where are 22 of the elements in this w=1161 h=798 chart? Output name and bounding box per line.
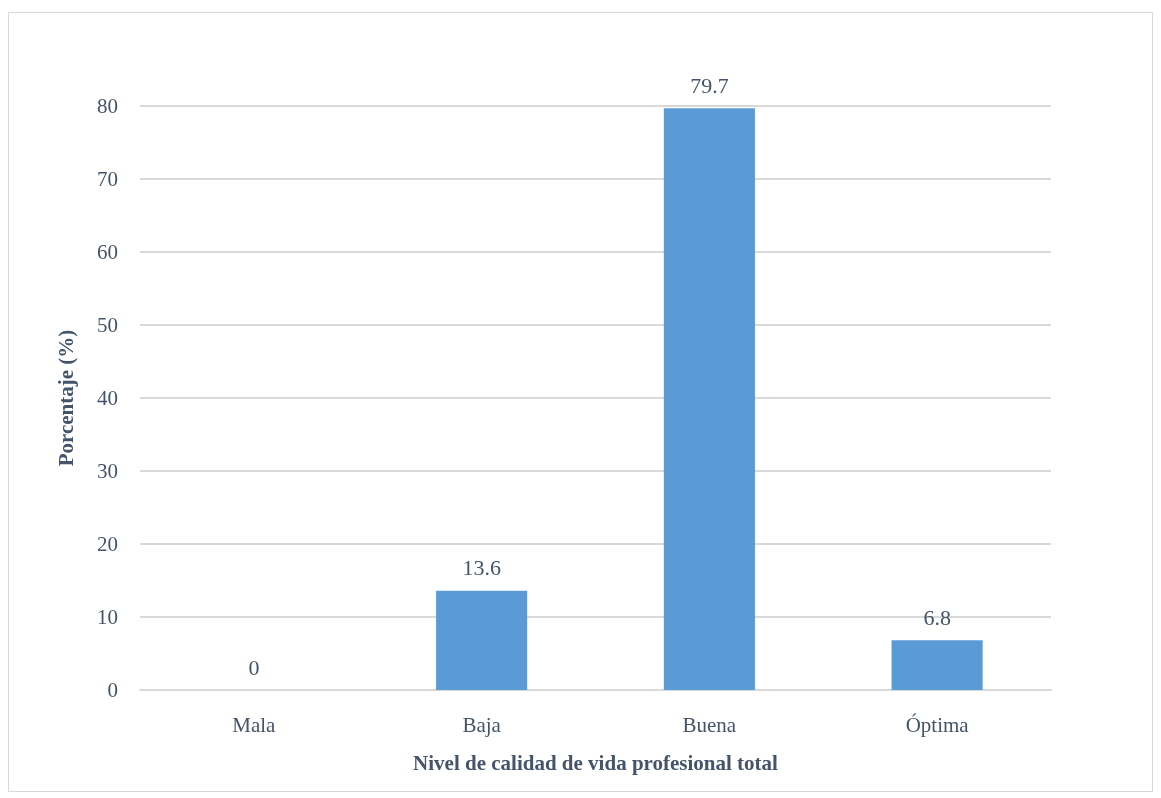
x-tick-label: Buena	[682, 712, 737, 737]
bar	[436, 590, 528, 690]
x-tick-label: Óptima	[905, 712, 970, 737]
bar	[663, 108, 755, 690]
data-label: 79.7	[690, 72, 729, 98]
y-tick-label: 80	[97, 94, 118, 118]
data-label: 6.8	[923, 604, 951, 630]
y-tick-label: 70	[97, 167, 118, 191]
x-axis-title: Nivel de calidad de vida profesional total	[413, 750, 779, 775]
data-label: 0	[248, 654, 260, 680]
y-tick-label: 10	[97, 605, 118, 629]
y-tick-label: 30	[97, 459, 118, 483]
bar	[891, 640, 983, 690]
data-label: 13.6	[462, 555, 501, 581]
x-tick-label: Mala	[232, 712, 277, 737]
y-tick-label: 0	[107, 678, 118, 702]
y-tick-label: 60	[97, 240, 118, 264]
y-tick-label: 50	[97, 313, 118, 337]
x-tick-label: Baja	[462, 712, 502, 737]
y-axis-title: Porcentaje (%)	[53, 329, 78, 467]
y-tick-label: 40	[97, 386, 118, 410]
y-tick-label: 20	[97, 532, 118, 556]
